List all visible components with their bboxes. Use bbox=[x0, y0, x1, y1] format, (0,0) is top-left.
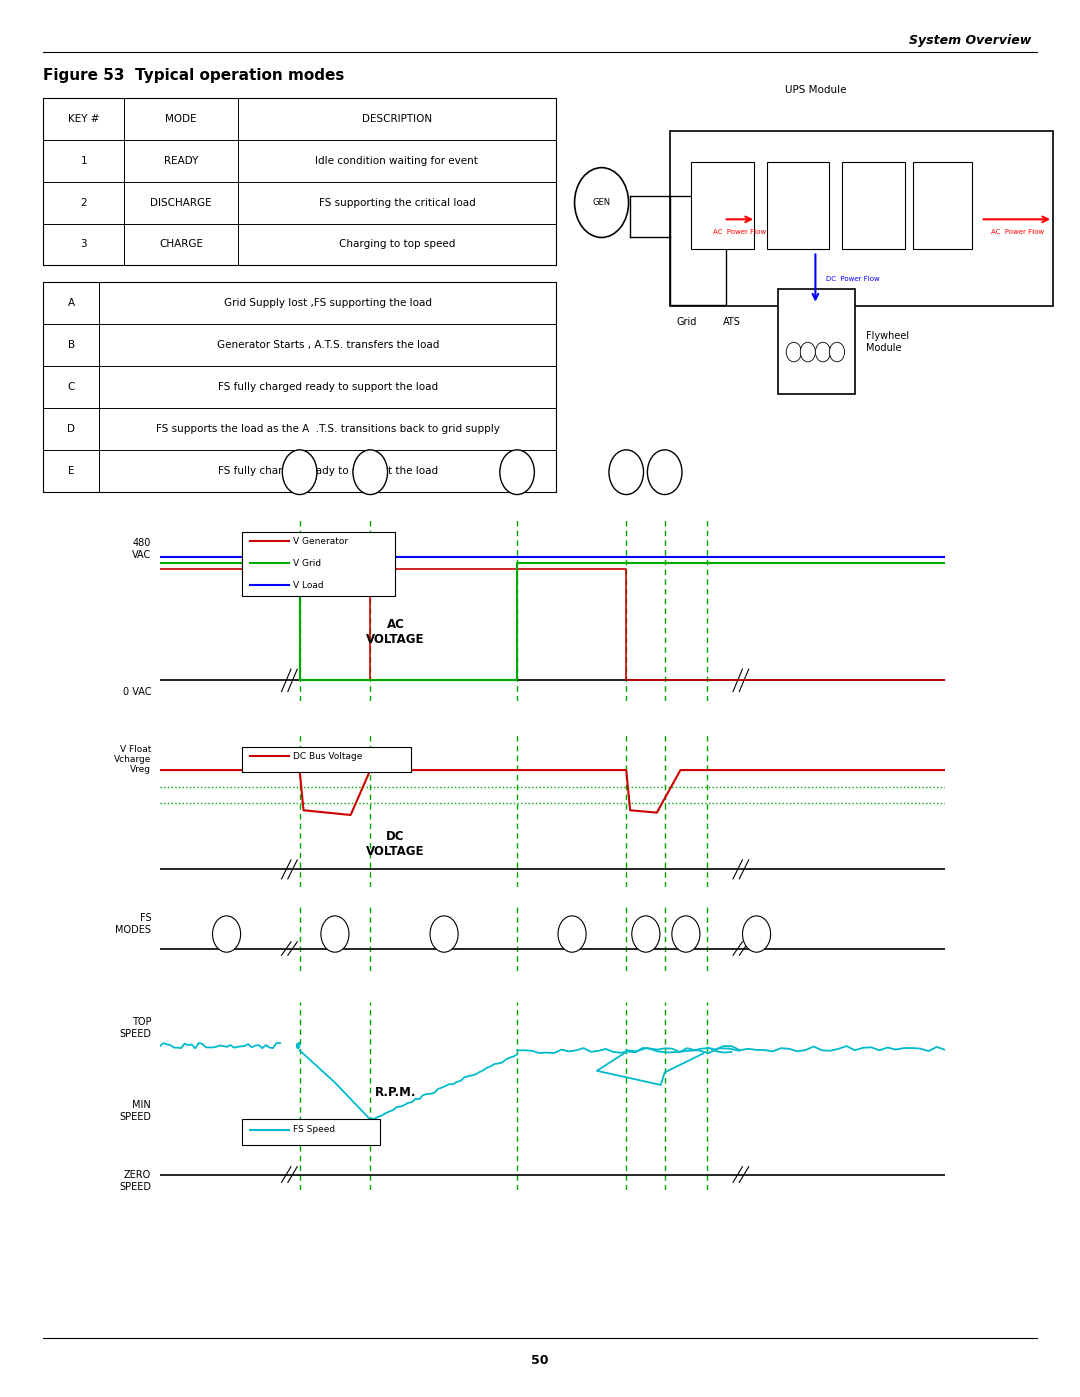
Text: C: C bbox=[513, 467, 521, 478]
Text: Figure 53  Typical operation modes: Figure 53 Typical operation modes bbox=[43, 68, 345, 82]
Text: FS supporting the critical load: FS supporting the critical load bbox=[319, 197, 475, 208]
Text: DISCHARGE: DISCHARGE bbox=[150, 197, 212, 208]
Bar bbox=[670, 131, 1053, 306]
Text: 3: 3 bbox=[441, 929, 447, 939]
Bar bbox=[670, 196, 726, 305]
Text: E: E bbox=[68, 465, 75, 476]
Text: ZERO
SPEED: ZERO SPEED bbox=[119, 1171, 151, 1192]
Text: FS supports the load as the A  .T.S. transitions back to grid supply: FS supports the load as the A .T.S. tran… bbox=[156, 423, 500, 434]
Text: 2: 2 bbox=[643, 929, 649, 939]
Bar bbox=[778, 289, 855, 394]
Text: FS Speed: FS Speed bbox=[294, 1126, 336, 1134]
Text: DC  Power Flow: DC Power Flow bbox=[826, 277, 880, 282]
Text: 1: 1 bbox=[224, 929, 230, 939]
Circle shape bbox=[800, 342, 815, 362]
Text: 1: 1 bbox=[80, 155, 87, 166]
Text: AC
VOLTAGE: AC VOLTAGE bbox=[366, 619, 424, 647]
Text: D: D bbox=[622, 467, 631, 478]
Text: 3: 3 bbox=[683, 929, 689, 939]
Text: CHARGE: CHARGE bbox=[159, 239, 203, 250]
Circle shape bbox=[575, 168, 629, 237]
Text: MODE: MODE bbox=[165, 113, 197, 124]
Text: R.P.M.: R.P.M. bbox=[375, 1085, 416, 1098]
Text: Grid: Grid bbox=[677, 317, 697, 327]
Text: D: D bbox=[67, 423, 76, 434]
Text: B: B bbox=[366, 467, 374, 478]
Bar bbox=[842, 162, 905, 249]
Text: FS
MODES: FS MODES bbox=[116, 914, 151, 935]
Text: 2: 2 bbox=[80, 197, 87, 208]
Bar bbox=[242, 747, 411, 773]
Circle shape bbox=[829, 342, 845, 362]
Text: Flywheel
Module: Flywheel Module bbox=[866, 331, 909, 353]
Text: TOP
SPEED: TOP SPEED bbox=[119, 1017, 151, 1039]
Circle shape bbox=[786, 342, 801, 362]
Text: READY: READY bbox=[164, 155, 198, 166]
Bar bbox=[43, 282, 556, 492]
Text: A: A bbox=[296, 467, 303, 478]
Text: A: A bbox=[68, 298, 75, 309]
Text: DESCRIPTION: DESCRIPTION bbox=[362, 113, 432, 124]
Text: Charging to top speed: Charging to top speed bbox=[339, 239, 455, 250]
Bar bbox=[43, 98, 556, 265]
Text: C: C bbox=[68, 381, 75, 393]
Text: DC Bus Voltage: DC Bus Voltage bbox=[294, 752, 363, 761]
Bar bbox=[242, 1119, 380, 1146]
Text: V Float
Vcharge
Vreg: V Float Vcharge Vreg bbox=[113, 745, 151, 774]
Text: ATS: ATS bbox=[724, 317, 741, 327]
Text: KEY #: KEY # bbox=[68, 113, 99, 124]
Text: DC
VOLTAGE: DC VOLTAGE bbox=[366, 830, 424, 858]
Text: 3: 3 bbox=[80, 239, 87, 250]
Text: AC  Power Flow: AC Power Flow bbox=[713, 229, 767, 235]
Text: 480
VAC: 480 VAC bbox=[132, 538, 151, 560]
Text: E: E bbox=[661, 467, 669, 478]
Text: GEN: GEN bbox=[593, 198, 610, 207]
Text: B: B bbox=[68, 339, 75, 351]
Text: UPS Module: UPS Module bbox=[785, 85, 846, 95]
Bar bbox=[242, 532, 395, 597]
Text: Generator Starts , A.T.S. transfers the load: Generator Starts , A.T.S. transfers the … bbox=[217, 339, 438, 351]
Text: V Generator: V Generator bbox=[294, 536, 349, 546]
Text: Idle condition waiting for event: Idle condition waiting for event bbox=[315, 155, 478, 166]
Text: 50: 50 bbox=[531, 1354, 549, 1368]
Text: FS fully charged ready to support the load: FS fully charged ready to support the lo… bbox=[218, 381, 437, 393]
Bar bbox=[691, 162, 754, 249]
Text: MIN
SPEED: MIN SPEED bbox=[119, 1101, 151, 1122]
Text: Grid Supply lost ,FS supporting the load: Grid Supply lost ,FS supporting the load bbox=[224, 298, 432, 309]
Bar bbox=[913, 162, 972, 249]
Text: AC  Power Flow: AC Power Flow bbox=[990, 229, 1044, 235]
Text: 1: 1 bbox=[569, 929, 576, 939]
Text: 2: 2 bbox=[332, 929, 338, 939]
Text: FS fully charged ready to support the load: FS fully charged ready to support the lo… bbox=[218, 465, 437, 476]
Text: 1: 1 bbox=[753, 929, 760, 939]
Circle shape bbox=[815, 342, 831, 362]
Text: V Load: V Load bbox=[294, 581, 324, 590]
Text: V Grid: V Grid bbox=[294, 559, 322, 567]
Text: System Overview: System Overview bbox=[909, 34, 1031, 47]
Bar bbox=[767, 162, 829, 249]
Text: 0 VAC: 0 VAC bbox=[123, 687, 151, 697]
